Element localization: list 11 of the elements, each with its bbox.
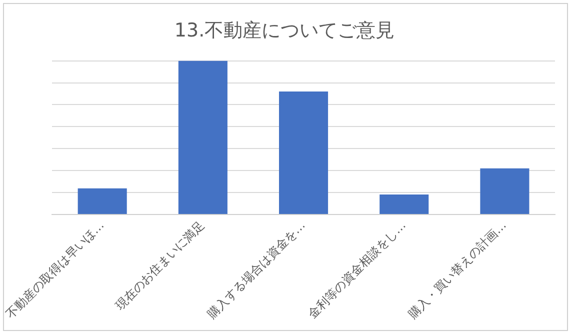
bar [78,188,127,214]
x-tick-label: 購入・買い替えの計画… [406,218,510,322]
x-tick-label: 金利等の資金相談をし… [305,218,408,322]
chart-title: 13.不動産についてご意見 [174,19,395,42]
bar [178,60,228,214]
bar [480,168,530,214]
bar [279,92,328,214]
x-tick-label: 現在のお住まいに満足 [112,218,208,313]
x-tick-label: 不動産の取得は早いほ… [3,218,107,322]
bar [380,194,429,214]
x-tick-label: 購入する場合は資金を… [204,218,308,322]
